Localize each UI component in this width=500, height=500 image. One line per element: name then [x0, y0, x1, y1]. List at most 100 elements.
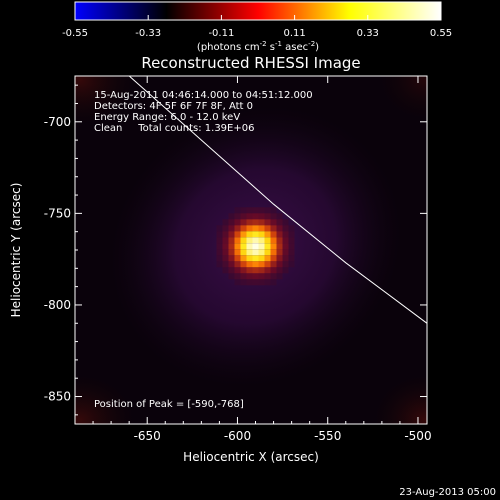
axis-ticks: -650 -600 -550 -500 -700 -750 -800 -850: [44, 76, 432, 443]
source-pixel: [276, 249, 283, 256]
source-pixel: [258, 213, 265, 220]
source-pixel: [234, 243, 241, 250]
source-pixel: [270, 213, 277, 220]
source-pixel: [234, 207, 241, 214]
source-pixel: [276, 273, 283, 280]
source-pixel: [276, 219, 283, 226]
source-pixel: [252, 213, 259, 220]
source-pixel: [288, 249, 295, 256]
source-pixel: [258, 231, 265, 238]
source-pixel: [228, 219, 235, 226]
source-pixel: [264, 255, 271, 262]
source-pixel: [288, 231, 295, 238]
source-pixel: [282, 267, 289, 274]
source-pixel: [276, 237, 283, 244]
colorbar-tick-label: 0.55: [430, 28, 452, 39]
source-pixel: [240, 213, 247, 220]
source-pixel: [246, 213, 253, 220]
source-pixel: [234, 261, 241, 268]
source-pixel: [240, 279, 247, 286]
y-tick-label: -850: [44, 390, 71, 404]
source-pixel: [258, 237, 265, 244]
source-pixel: [234, 213, 241, 220]
colorbar-tick-label: -0.33: [135, 28, 161, 39]
source-pixel: [282, 231, 289, 238]
source-pixel: [240, 219, 247, 226]
source-pixel: [228, 261, 235, 268]
source-pixel: [258, 249, 265, 256]
source-pixel: [270, 219, 277, 226]
source-pixel: [222, 243, 229, 250]
source-pixel: [282, 249, 289, 256]
colorbar: -0.55 -0.33 -0.11 0.11 0.33 0.55 (photons cm-…: [62, 1, 452, 53]
source-pixel: [234, 249, 241, 256]
source-pixel: [222, 255, 229, 262]
source-pixel: [288, 261, 295, 268]
image-layers: [75, 76, 427, 424]
source-pixel: [222, 249, 229, 256]
source-pixel: [240, 273, 247, 280]
source-pixel: [246, 273, 253, 280]
source-pixel: [222, 219, 229, 226]
source-pixel: [258, 273, 265, 280]
source-pixel: [252, 249, 259, 256]
source-pixel: [246, 255, 253, 262]
source-pixel: [282, 237, 289, 244]
source-pixel: [252, 225, 259, 232]
source-pixel: [234, 225, 241, 232]
source-pixel: [288, 237, 295, 244]
source-pixel: [246, 243, 253, 250]
source-pixel: [270, 249, 277, 256]
x-tick-label: -500: [404, 429, 431, 443]
source-pixel: [270, 207, 277, 214]
corner-glow-br: [374, 375, 427, 424]
plot-area: -650 -600 -550 -500 -700 -750 -800 -850 15-Aug-…: [44, 75, 432, 443]
chart-title: Reconstructed RHESSI Image: [141, 54, 360, 72]
source-pixel: [216, 249, 223, 256]
source-pixel: [282, 225, 289, 232]
source-pixel: [234, 267, 241, 274]
annotation-line-2: Detectors: 4F 5F 6F 7F 8F, Att 0: [94, 101, 253, 112]
source-pixel: [252, 279, 259, 286]
source-pixel: [246, 237, 253, 244]
colorbar-ticks: -0.55 -0.33 -0.11 0.11 0.33 0.55: [62, 15, 452, 39]
source-pixel: [276, 231, 283, 238]
source-pixel: [276, 267, 283, 274]
source-pixel: [264, 243, 271, 250]
source-pixel: [258, 219, 265, 226]
source-pixel: [216, 237, 223, 244]
source-pixel: [246, 231, 253, 238]
source-pixel: [246, 219, 253, 226]
source-pixel: [246, 225, 253, 232]
source-pixel: [234, 219, 241, 226]
source-pixel: [264, 249, 271, 256]
x-axis-label: Heliocentric X (arcsec): [183, 450, 319, 464]
x-tick-label: -650: [134, 429, 161, 443]
y-tick-label: -700: [44, 115, 71, 129]
source-pixel: [234, 237, 241, 244]
source-pixel: [240, 267, 247, 274]
source-pixel: [234, 279, 241, 286]
source-pixel: [222, 237, 229, 244]
source-pixel: [282, 261, 289, 268]
source-pixel: [228, 225, 235, 232]
source-pixel: [246, 261, 253, 268]
source-pixel: [246, 207, 253, 214]
source-pixel: [276, 243, 283, 250]
source-pixel: [228, 231, 235, 238]
source-pixel: [264, 225, 271, 232]
source-pixel: [240, 249, 247, 256]
colorbar-tick-label: 0.11: [283, 28, 305, 39]
source-pixel: [216, 243, 223, 250]
source-pixel: [264, 261, 271, 268]
x-tick-label: -550: [314, 429, 341, 443]
source-pixel: [246, 279, 253, 286]
peak-position-label: Position of Peak = [-590,-768]: [94, 399, 244, 410]
corner-glow-tl: [75, 76, 135, 125]
source-pixel: [252, 261, 259, 268]
source-pixel: [228, 273, 235, 280]
y-axis-label: Heliocentric Y (arcsec): [9, 183, 23, 318]
source-pixel: [252, 273, 259, 280]
source-pixel: [216, 255, 223, 262]
